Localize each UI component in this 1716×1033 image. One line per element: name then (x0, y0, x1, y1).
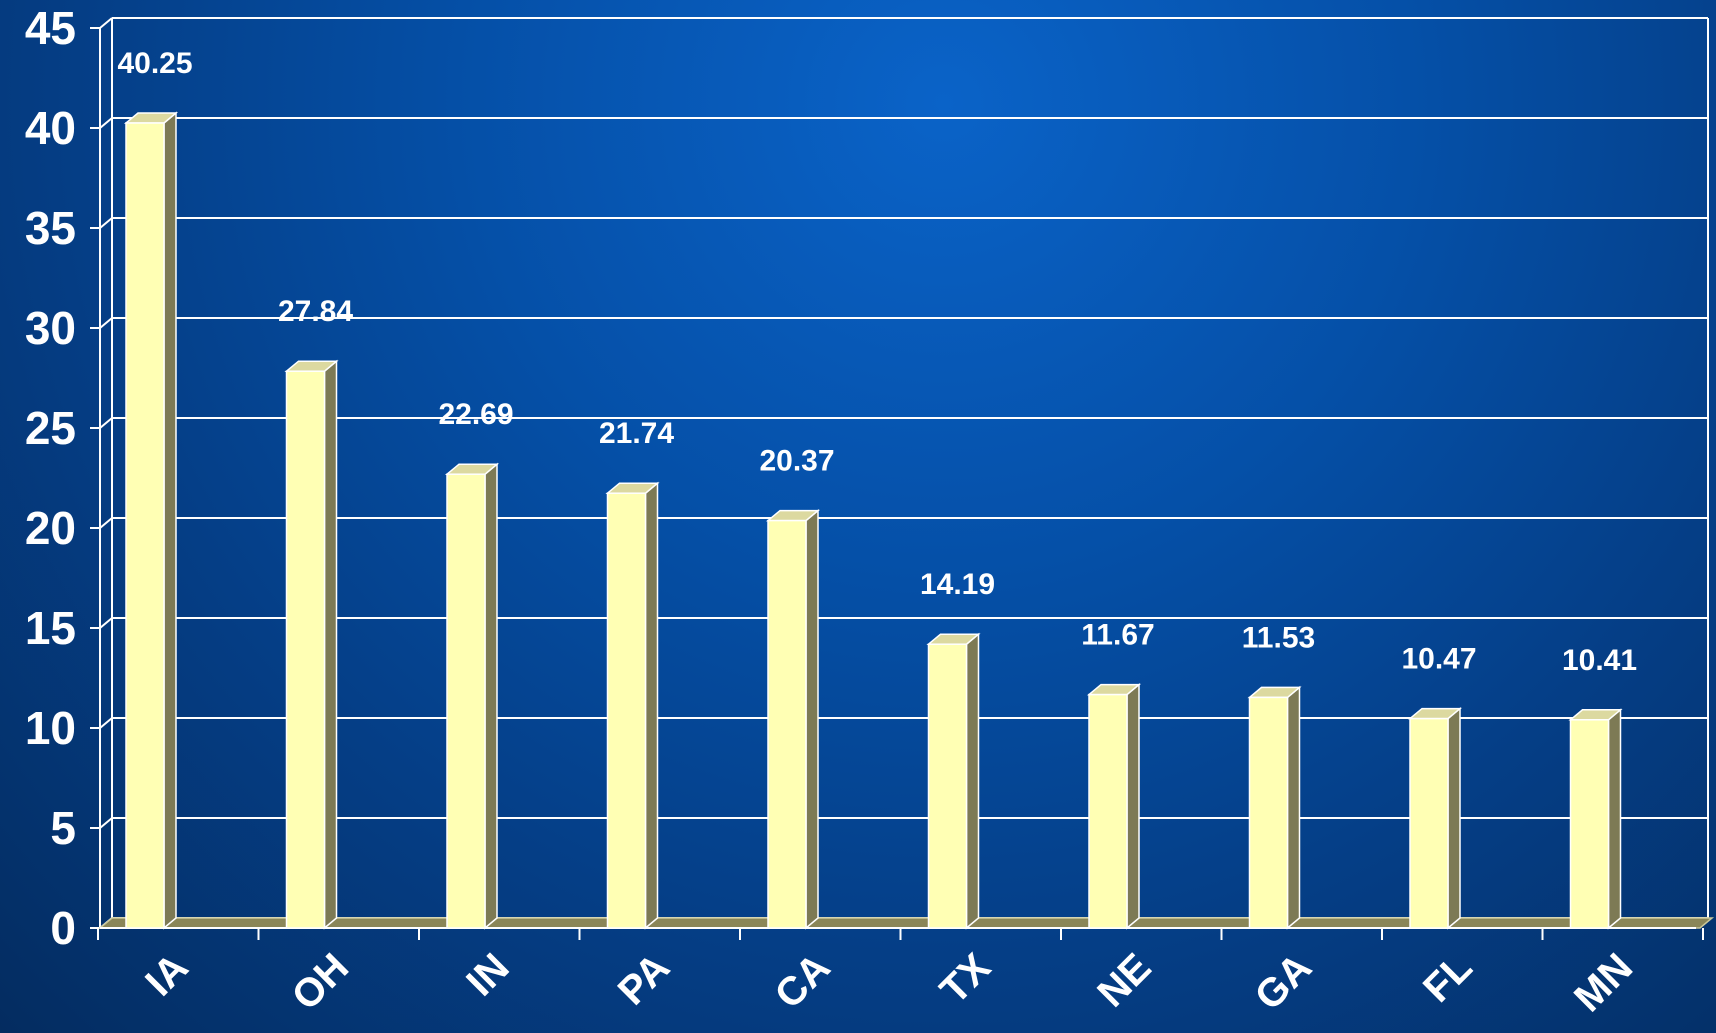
y-tick-label: 10 (25, 702, 76, 754)
bar-front-face (1569, 719, 1610, 929)
x-category-label: OH (284, 945, 358, 1019)
chart-floor (97, 917, 1715, 940)
data-labels: 40.25 27.84 22.69 21.74 20.37 14.19 11.67 11.53… (117, 47, 1637, 677)
y-axis-tick-labels: 0 5 10 15 20 25 30 35 40 45 (25, 2, 76, 954)
x-category-label: FL (1415, 945, 1481, 1011)
bar-side-face (484, 462, 498, 930)
bar-side-face (644, 481, 659, 930)
y-tick-label: 35 (25, 202, 76, 254)
bar-CA (765, 508, 821, 930)
data-label: 11.67 (1081, 619, 1154, 652)
bar-front-face (125, 122, 165, 929)
x-category-label: TX (932, 945, 999, 1012)
bar-front-face (1248, 696, 1289, 929)
data-label: 40.25 (117, 47, 192, 80)
data-label: 27.84 (278, 295, 353, 328)
x-category-label: IN (458, 945, 517, 1004)
x-axis-category-labels: IA OH IN PA CA TX NE GA FL MN (137, 945, 1641, 1020)
bar-MN (1568, 708, 1623, 930)
y-tick-label: 45 (25, 2, 76, 54)
bar-side-face (1607, 708, 1622, 930)
bar-front-face (446, 473, 486, 929)
chart-floor-slab (97, 917, 1715, 929)
x-category-label: NE (1089, 945, 1159, 1015)
gridline-side (99, 417, 113, 429)
bar-side-face (965, 632, 980, 930)
bar-GA (1247, 685, 1302, 930)
bar-front-face (606, 492, 647, 929)
gridline-side (99, 317, 113, 329)
bar-FL (1407, 706, 1463, 930)
bar-NE (1086, 682, 1142, 930)
x-category-label: PA (610, 945, 678, 1013)
gridline-side (99, 617, 113, 629)
bar-side-face (1447, 706, 1461, 930)
data-label: 10.41 (1562, 644, 1637, 677)
y-tick-label: 15 (25, 602, 76, 654)
x-category-label: CA (767, 945, 839, 1017)
bar-side-face (1286, 685, 1301, 930)
data-label: 21.74 (599, 417, 674, 450)
gridline-side (99, 117, 113, 129)
bar-side-face (163, 111, 177, 930)
bar-front-face (927, 643, 968, 929)
bar-side-face (805, 508, 819, 930)
data-label: 22.69 (438, 398, 513, 431)
x-category-label: IA (137, 945, 196, 1004)
data-label: 11.53 (1242, 621, 1315, 654)
bar-OH (284, 359, 339, 930)
bar-IN (444, 462, 500, 930)
y-tick-label: 0 (50, 902, 76, 954)
bar-side-face (323, 359, 338, 930)
data-label: 10.47 (1401, 643, 1476, 676)
y-tick-label: 20 (25, 502, 76, 554)
data-label: 20.37 (759, 445, 834, 478)
y-tick-label: 40 (25, 102, 76, 154)
bar-front-face (767, 519, 807, 929)
gridline-side (99, 817, 113, 829)
gridline-side (99, 517, 113, 529)
bar-IA (123, 111, 179, 930)
y-tick-label: 5 (50, 802, 76, 854)
bar-PA (605, 481, 660, 930)
bar-front-face (285, 370, 326, 929)
x-category-label: MN (1566, 945, 1641, 1020)
gridline-side (99, 17, 113, 29)
bars (123, 111, 1623, 930)
x-category-label: GA (1247, 945, 1321, 1019)
y-tick-label: 30 (25, 302, 76, 354)
bar-TX (926, 632, 981, 930)
bar-front-face (1088, 693, 1128, 929)
gridline-side (99, 717, 113, 729)
y-tick-label: 25 (25, 402, 76, 454)
bar-front-face (1409, 717, 1449, 929)
data-label: 14.19 (920, 568, 995, 601)
gridline-side (99, 217, 113, 229)
bar-side-face (1126, 682, 1140, 930)
